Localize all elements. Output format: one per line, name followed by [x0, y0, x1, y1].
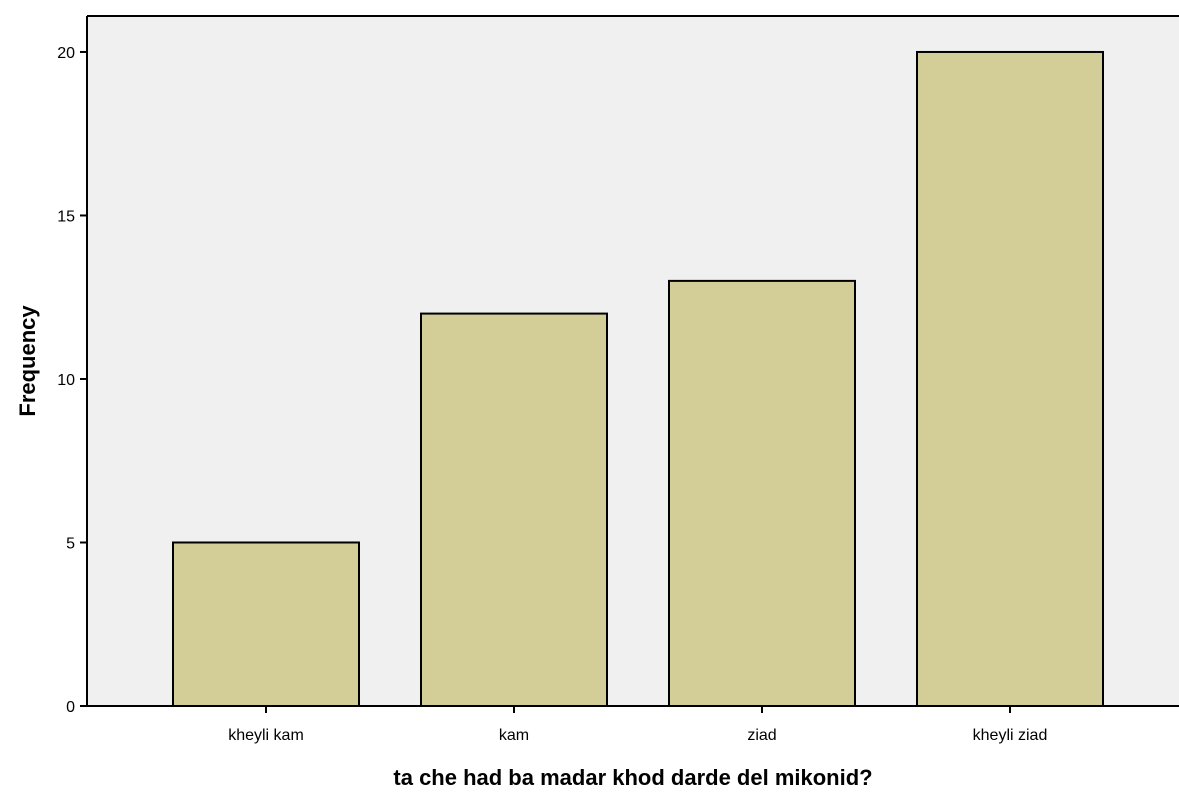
bars-layer [172, 50, 1104, 708]
x-tick-label: ziad [747, 727, 776, 744]
bar-kam [420, 312, 608, 707]
x-tick-label: kheyli kam [228, 727, 304, 744]
x-ticks: kheyli kam kam ziad kheyli ziad [228, 706, 1047, 744]
bar-kheyli-kam [172, 541, 360, 708]
x-tick-label: kheyli ziad [973, 727, 1048, 744]
y-tick-label: 5 [66, 535, 75, 552]
x-axis-title: ta che had ba madar khod darde del mikon… [393, 765, 872, 790]
y-tick-label: 20 [57, 45, 75, 62]
y-axis-title: Frequency [15, 305, 40, 417]
y-ticks: 0 5 10 15 20 [57, 45, 87, 716]
bar-ziad [668, 279, 856, 707]
y-tick-label: 0 [66, 699, 75, 716]
y-tick-label: 10 [57, 372, 75, 389]
x-tick-label: kam [499, 727, 529, 744]
bar-kheyli-ziad [916, 50, 1104, 708]
y-tick-label: 15 [57, 208, 75, 225]
